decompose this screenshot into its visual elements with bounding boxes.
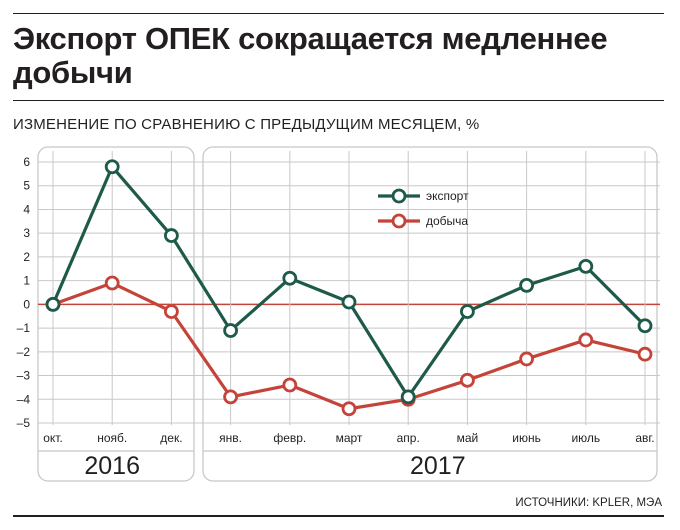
year-panel-2017 [202,146,658,482]
legend-label-production: добыча [426,214,468,228]
data-point-production [341,401,357,417]
year-labels: 2016 2017 [84,452,465,480]
x-tick-label: янв. [219,431,242,445]
legend-marker-export [391,188,407,204]
data-point-production [104,275,120,291]
data-point-export [578,258,594,274]
data-point-export [163,228,179,243]
data-point-production [578,332,594,348]
grid-lines [38,151,660,425]
x-axis-ticks: окт. нояб. дек. янв. февр. март апр. май июнь июл… [43,431,654,445]
y-tick-label: 2 [23,250,30,264]
data-point-production [519,351,534,367]
y-axis-ticks: 6 5 4 3 2 1 0 –1 –2 –3 –4 –5 [17,155,31,430]
x-tick-label: март [336,431,363,445]
y-tick-label: 6 [23,155,30,169]
data-point-production [282,377,298,393]
y-tick-label: –4 [17,392,31,406]
y-tick-label: –3 [17,369,31,383]
y-tick-label: –1 [17,321,31,335]
y-tick-label: 0 [23,297,30,311]
year-panel-2016 [37,146,195,482]
headline-rule [13,100,664,101]
y-tick-label: –5 [17,416,31,430]
x-tick-label: нояб. [97,431,127,445]
x-tick-label: окт. [43,431,63,445]
legend-marker-production [391,213,407,229]
x-tick-label: дек. [160,431,182,445]
data-point-export [104,159,120,175]
x-tick-label: февр. [273,431,306,445]
year-panels [37,146,658,482]
y-tick-label: 4 [23,202,30,216]
x-tick-label: июль [571,431,600,445]
x-tick-label: май [457,431,479,445]
series-lines [45,159,653,417]
headline: Экспорт ОПЕК сокращается медленнее добыч… [13,21,608,90]
source-note: ИСТОЧНИКИ: KPLER, МЭА [515,497,662,509]
top-rule [13,13,664,14]
data-point-export [459,304,475,319]
legend-label-export: экспорт [426,189,469,203]
bottom-rule [13,515,664,517]
data-point-export [637,318,653,334]
x-tick-label: апр. [397,431,420,445]
x-tick-label: июнь [512,431,541,445]
data-point-export [282,270,298,286]
y-tick-label: 3 [23,226,30,240]
data-point-production [163,304,179,319]
legend: экспорт добыча [378,188,469,229]
year-label-2017: 2017 [410,452,466,480]
data-point-production [459,372,475,388]
data-point-export [45,296,61,312]
data-point-production [637,346,653,362]
x-tick-label: авг. [635,431,654,445]
y-tick-label: 1 [23,274,30,288]
data-point-export [341,294,357,310]
data-point-export [400,389,416,405]
year-label-2016: 2016 [84,452,140,480]
data-point-production [223,389,239,405]
data-point-export [519,277,534,293]
y-tick-label: –2 [17,345,31,359]
y-tick-label: 5 [23,179,30,193]
chart-subtitle: ИЗМЕНЕНИЕ ПО СРАВНЕНИЮ С ПРЕДЫДУЩИМ МЕСЯ… [13,116,480,133]
data-point-export [223,323,239,338]
